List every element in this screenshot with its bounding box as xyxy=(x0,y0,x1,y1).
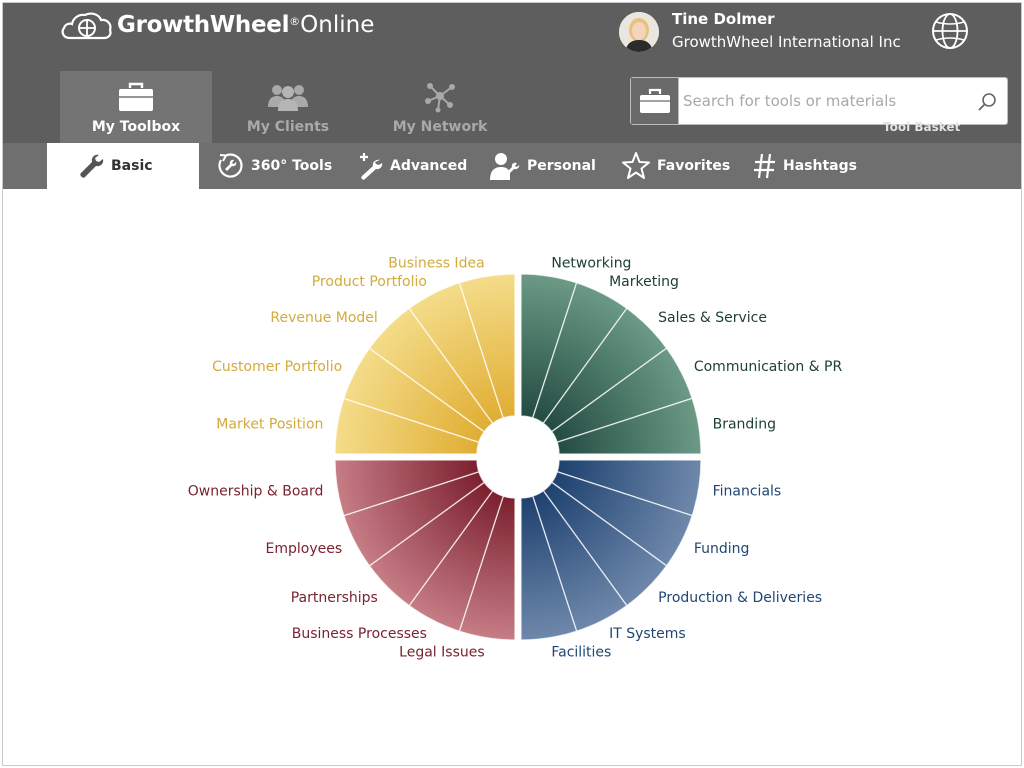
logo-registered-mark: ® xyxy=(289,14,301,28)
wheel-label-customer-portfolio[interactable]: Customer Portfolio xyxy=(212,359,342,375)
wheel-label-facilities[interactable]: Facilities xyxy=(551,645,611,661)
wheel-label-communication-and-pr[interactable]: Communication & PR xyxy=(694,359,843,375)
tab-basic[interactable]: Basic xyxy=(47,143,199,189)
tab-my-toolbox[interactable]: My Toolbox xyxy=(60,71,212,143)
logo-suffix: Online xyxy=(300,12,375,38)
tab-my-clients[interactable]: My Clients xyxy=(212,71,364,143)
wheel-segment-facilities[interactable] xyxy=(520,495,578,641)
tab-label: My Network xyxy=(392,119,488,135)
wheel-segment-ownership-and-board[interactable] xyxy=(334,459,480,517)
wheel-label-production-and-deliveries[interactable]: Production & Deliveries xyxy=(658,590,822,606)
tab-favorites[interactable]: Favorites xyxy=(621,143,730,189)
tab-label: 360° Tools xyxy=(251,158,333,174)
wheel-label-market-position[interactable]: Market Position xyxy=(216,417,323,433)
network-icon xyxy=(425,83,455,113)
wheel-label-revenue-model[interactable]: Revenue Model xyxy=(270,310,377,326)
avatar[interactable] xyxy=(619,12,659,52)
tool-basket-label: Tool Basket xyxy=(883,120,961,131)
wheel-label-business-processes[interactable]: Business Processes xyxy=(292,626,427,642)
wheel-quadrant-yellow xyxy=(334,273,516,455)
globe-icon[interactable] xyxy=(931,12,969,50)
tab-360-tools[interactable]: 360° Tools xyxy=(215,143,332,189)
wheel-label-legal-issues[interactable]: Legal Issues xyxy=(399,645,484,661)
tab-label: Favorites xyxy=(657,158,731,174)
wheel-quadrant-green xyxy=(520,273,702,455)
advanced-tools-icon xyxy=(360,153,383,180)
briefcase-icon xyxy=(119,82,153,111)
wheel-label-marketing[interactable]: Marketing xyxy=(609,274,679,290)
clients-icon xyxy=(268,85,308,111)
wheel-label-partnerships[interactable]: Partnerships xyxy=(291,590,378,606)
wheel-label-ownership-and-board[interactable]: Ownership & Board xyxy=(188,483,324,499)
tab-label: Basic xyxy=(111,158,153,174)
wheel-label-business-idea[interactable]: Business Idea xyxy=(388,255,484,271)
tab-personal[interactable]: Personal xyxy=(489,143,596,189)
tool-basket-button[interactable] xyxy=(631,78,679,124)
logo-brand: GrowthWheel xyxy=(117,12,290,38)
tab-advanced[interactable]: Advanced xyxy=(358,143,467,189)
tab-label: My Toolbox xyxy=(91,119,181,135)
briefcase-icon xyxy=(639,88,670,113)
tab-label: My Clients xyxy=(246,119,330,135)
app-logo[interactable]: GrowthWheel ® Online xyxy=(60,9,374,41)
tab-my-network[interactable]: My Network xyxy=(364,71,516,143)
tab-label: Advanced xyxy=(390,158,468,174)
user-profile[interactable]: Tine Dolmer GrowthWheel International In… xyxy=(619,9,901,55)
tab-hashtags[interactable]: Hashtags xyxy=(753,143,857,189)
wheel-label-financials[interactable]: Financials xyxy=(713,483,782,499)
sub-navigation-bar: Basic 360° Tools Advanced Personal xyxy=(3,143,1021,189)
growth-wheel: Market Position Customer Portfolio Revenue… xyxy=(188,255,843,661)
tab-label: Hashtags xyxy=(783,158,857,174)
wheel-label-funding[interactable]: Funding xyxy=(694,541,750,557)
tools-360-icon xyxy=(218,153,243,178)
search-input[interactable] xyxy=(683,86,973,116)
wheel-label-sales-and-service[interactable]: Sales & Service xyxy=(658,310,767,326)
wheel-label-branding[interactable]: Branding xyxy=(713,417,776,433)
personal-icon xyxy=(490,153,520,180)
hashtag-icon xyxy=(754,153,775,179)
tab-label: Personal xyxy=(527,158,596,174)
wheel-label-it-systems[interactable]: IT Systems xyxy=(609,626,686,642)
top-bar: GrowthWheel ® Online Tine Dolmer GrowthWhe… xyxy=(3,3,1021,143)
wheel-quadrant-blue xyxy=(520,459,702,641)
search-icon[interactable] xyxy=(977,92,997,112)
wheel-segment-business-idea[interactable] xyxy=(458,273,516,419)
wheel-segment-branding[interactable] xyxy=(556,397,702,455)
user-name: Tine Dolmer xyxy=(672,10,775,28)
search-box xyxy=(630,77,1008,125)
wheel-label-networking[interactable]: Networking xyxy=(551,255,631,271)
wrench-icon xyxy=(80,154,104,178)
wheel-quadrant-red xyxy=(334,459,516,641)
cloud-wheel-logo-icon xyxy=(61,12,112,40)
wheel-label-employees[interactable]: Employees xyxy=(266,541,343,557)
user-avatar-icon xyxy=(619,12,659,52)
wheel-label-product-portfolio[interactable]: Product Portfolio xyxy=(312,274,427,290)
user-organization: GrowthWheel International Inc xyxy=(672,33,901,51)
star-icon xyxy=(622,152,650,179)
